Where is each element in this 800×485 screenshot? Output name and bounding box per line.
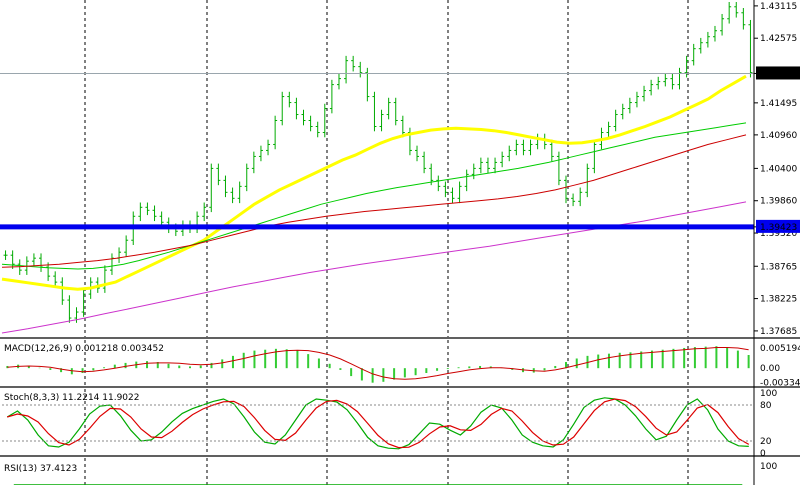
- support-price-label: 1.39423: [760, 223, 797, 233]
- rsi-axis: 10070: [760, 462, 777, 472]
- rsi-panel: RSI(13) 37.4123 10070: [4, 458, 777, 485]
- price-candles: [3, 2, 753, 323]
- current-price-tag: [756, 66, 800, 80]
- price-tick-label: 1.41495: [760, 99, 797, 109]
- price-tick-label: 1.40960: [760, 131, 797, 141]
- stochastic-k-line: [6, 397, 749, 450]
- price-tick-label: 1.40400: [760, 164, 797, 174]
- macd-axis: 0.005194 0.00 -0.003343: [760, 344, 800, 389]
- support-price-tag: [756, 219, 800, 233]
- stochastic-title: Stoch(8,3,3) 11.2214 11.9022: [4, 393, 139, 403]
- stochastic-grid: [84, 389, 689, 455]
- vertical-grid: [84, 0, 689, 337]
- rsi-title: RSI(13) 37.4123: [4, 464, 77, 474]
- price-tick-label: 1.37685: [760, 327, 797, 337]
- rsi-grid: [84, 458, 689, 485]
- macd-panel: MACD(12,26,9) 0.001218 0.003452 0.005194…: [4, 340, 800, 389]
- price-panel: 1.43115 1.42575 1.41986 1.41495 1.40960 1.404…: [0, 0, 800, 337]
- stochastic-axis: 100 80 20 0: [2, 389, 777, 459]
- price-tick-label: 1.39320: [760, 229, 797, 239]
- price-tick-label: 1.42575: [760, 34, 797, 44]
- price-tick-label: 1.38765: [760, 262, 797, 272]
- macd-tick-label: 0.005194: [760, 344, 800, 354]
- macd-signal-line: [7, 347, 749, 380]
- stochastic-tick-label: 100: [760, 389, 777, 399]
- moving-average-fast-line: [1, 74, 747, 291]
- macd-tick-label: 0.00: [760, 364, 780, 374]
- stochastic-d-line: [7, 398, 750, 449]
- price-tick-label: 1.39860: [760, 197, 797, 207]
- current-price-label: 1.41986: [760, 69, 797, 79]
- macd-tick-label: -0.003343: [760, 379, 800, 389]
- rsi-tick-label: 100: [760, 462, 777, 472]
- stochastic-panel: Stoch(8,3,3) 11.2214 11.9022 100 80 20 0: [2, 389, 777, 459]
- price-tick-label: 1.38225: [760, 295, 797, 305]
- price-tick-label: 1.43115: [760, 2, 797, 12]
- stochastic-tick-label: 20: [760, 437, 772, 447]
- macd-grid: [84, 340, 689, 386]
- moving-averages: [1, 74, 747, 334]
- stochastic-tick-label: 0: [760, 449, 766, 459]
- macd-title: MACD(12,26,9) 0.001218 0.003452: [4, 344, 164, 354]
- moving-average-medium-line: [1, 122, 747, 270]
- moving-average-slow-line: [1, 134, 747, 268]
- stochastic-tick-label: 80: [760, 401, 772, 411]
